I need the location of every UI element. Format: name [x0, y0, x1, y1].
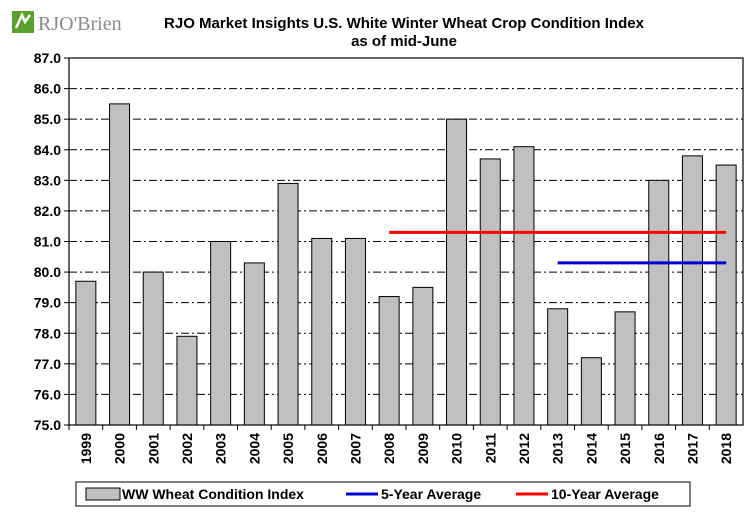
bar-2009: [412, 286, 434, 426]
x-tick-label: 2017: [684, 433, 700, 464]
average-lines: [389, 230, 727, 265]
chart-subtitle: as of mid-June: [351, 33, 457, 50]
y-tick-label: 86.0: [34, 81, 61, 97]
y-tick-label: 84.0: [34, 142, 61, 158]
x-tick-label: 2001: [145, 433, 161, 464]
legend-label-10yr: 10-Year Average: [551, 486, 659, 502]
x-tick-label: 2010: [449, 433, 465, 464]
x-tick-label: 2012: [516, 433, 532, 464]
x-tick-label: 2007: [347, 433, 363, 464]
x-tick-label: 2009: [415, 433, 431, 464]
y-tick-label: 78.0: [34, 325, 61, 341]
y-tick-label: 81.0: [34, 234, 61, 250]
chart-title: RJO Market Insights U.S. White Winter Wh…: [164, 15, 645, 32]
y-tick-label: 83.0: [34, 172, 61, 188]
y-tick-label: 80.0: [34, 264, 61, 280]
legend-swatch-bar: [85, 487, 121, 501]
legend-box: [75, 481, 691, 507]
bar-2015: [614, 311, 636, 426]
bar-2003: [210, 241, 232, 426]
bar-2002: [176, 335, 198, 426]
x-tick-label: 2018: [718, 433, 734, 464]
logo-text: RJO'Brien: [38, 13, 122, 35]
x-tick-label: 2005: [280, 433, 296, 464]
bar-2012: [513, 146, 535, 426]
x-tick-label: 2016: [651, 433, 667, 464]
bar-2001: [142, 271, 164, 426]
bar-2004: [243, 262, 265, 426]
x-tick-label: 2002: [179, 433, 195, 464]
bar-2018: [715, 164, 737, 426]
x-tick-label: 2003: [213, 433, 229, 464]
y-tick-label: 76.0: [34, 386, 61, 402]
bar-2016: [648, 179, 670, 426]
bar-2007: [344, 237, 366, 426]
bar-2013: [547, 308, 569, 426]
y-tick-label: 82.0: [34, 203, 61, 219]
bar-2005: [277, 182, 299, 426]
y-axis: 75.0 76.0 77.0 78.0 79.0 80.0 81.0 82.0 83.0 84.0…: [34, 50, 69, 433]
y-tick-label: 87.0: [34, 50, 61, 66]
y-tick-label: 85.0: [34, 111, 61, 127]
x-tick-label: 2013: [550, 433, 566, 464]
bar-2017: [681, 155, 703, 426]
x-tick-label: 2008: [381, 433, 397, 464]
bars: [75, 103, 737, 426]
y-tick-label: 79.0: [34, 295, 61, 311]
legend-label-bar: WW Wheat Condition Index: [122, 486, 304, 502]
bar-2000: [109, 103, 131, 426]
rjo-logo: RJO'Brien: [12, 11, 122, 35]
x-tick-label: 2004: [246, 433, 262, 464]
x-tick-label: 2014: [583, 433, 599, 464]
gridlines: [69, 88, 743, 395]
x-tick-label: 2006: [314, 433, 330, 464]
x-axis: 1999 2000 2001 2002 2003 2004 2005 2006 2007 2008…: [68, 425, 734, 464]
bar-2008: [378, 296, 400, 426]
x-tick-label: 2011: [482, 433, 498, 464]
x-tick-label: 1999: [78, 433, 94, 464]
y-tick-label: 75.0: [34, 417, 61, 433]
bar-2006: [311, 237, 333, 426]
legend-label-5yr: 5-Year Average: [381, 486, 481, 502]
bar-2011: [479, 158, 501, 426]
plot-area: 75.0 76.0 77.0 78.0 79.0 80.0 81.0 82.0 83.0 84.0…: [34, 50, 744, 464]
bar-2010: [446, 118, 468, 426]
x-tick-label: 2015: [617, 433, 633, 464]
x-tick-label: 2000: [112, 433, 128, 464]
bar-1999: [75, 280, 97, 426]
y-tick-label: 77.0: [34, 356, 61, 372]
bar-2014: [580, 357, 602, 426]
legend: WW Wheat Condition Index 5-Year Average …: [75, 481, 691, 507]
